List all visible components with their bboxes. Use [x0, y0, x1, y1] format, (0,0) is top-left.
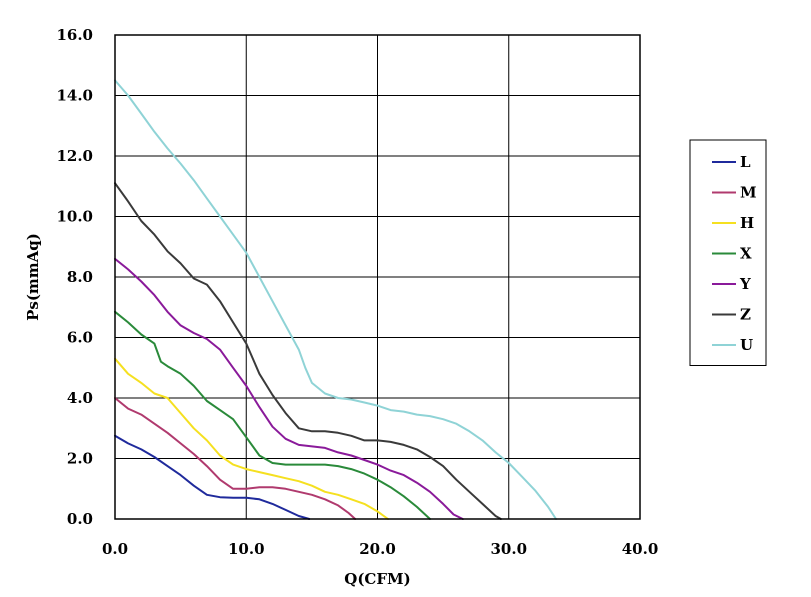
series-line-y [114, 257, 464, 520]
x-tick-label: 10.0 [228, 540, 265, 558]
legend-label-l: L [740, 153, 751, 171]
x-tick-labels: 0.0 10.0 20.0 30.0 40.0 [102, 540, 658, 558]
y-tick-label: 8.0 [67, 268, 93, 286]
y-tick-label: 6.0 [67, 329, 93, 347]
x-tick-label: 20.0 [359, 540, 396, 558]
series-layer [114, 79, 557, 520]
legend-label-m: M [740, 184, 757, 202]
y-tick-label: 14.0 [56, 87, 93, 105]
x-axis-title: Q(CFM) [344, 570, 410, 588]
plot-border [114, 34, 641, 520]
series-line-l [114, 434, 311, 520]
legend-label-h: H [740, 214, 754, 232]
legend-label-y: Y [739, 275, 751, 293]
y-tick-label: 0.0 [67, 510, 93, 528]
y-tick-label: 4.0 [67, 389, 93, 407]
y-tick-label: 16.0 [56, 26, 93, 44]
y-tick-labels: 0.0 2.0 4.0 6.0 8.0 10.0 12.0 14.0 16.0 [56, 26, 93, 528]
series-line-u [114, 79, 557, 520]
series-line-h [114, 357, 389, 520]
y-tick-label: 2.0 [67, 450, 93, 468]
x-tick-label: 0.0 [102, 540, 128, 558]
series-line-x [114, 310, 431, 520]
x-tick-label: 40.0 [622, 540, 659, 558]
x-tick-label: 30.0 [490, 540, 527, 558]
legend-label-u: U [740, 336, 753, 354]
y-axis-title: Ps(mmAq) [24, 233, 42, 321]
series-line-m [114, 397, 357, 520]
legend-label-z: Z [740, 306, 751, 324]
series-line-z [114, 182, 502, 520]
y-tick-label: 10.0 [56, 208, 93, 226]
y-tick-label: 12.0 [56, 147, 93, 165]
legend-label-x: X [740, 245, 752, 263]
